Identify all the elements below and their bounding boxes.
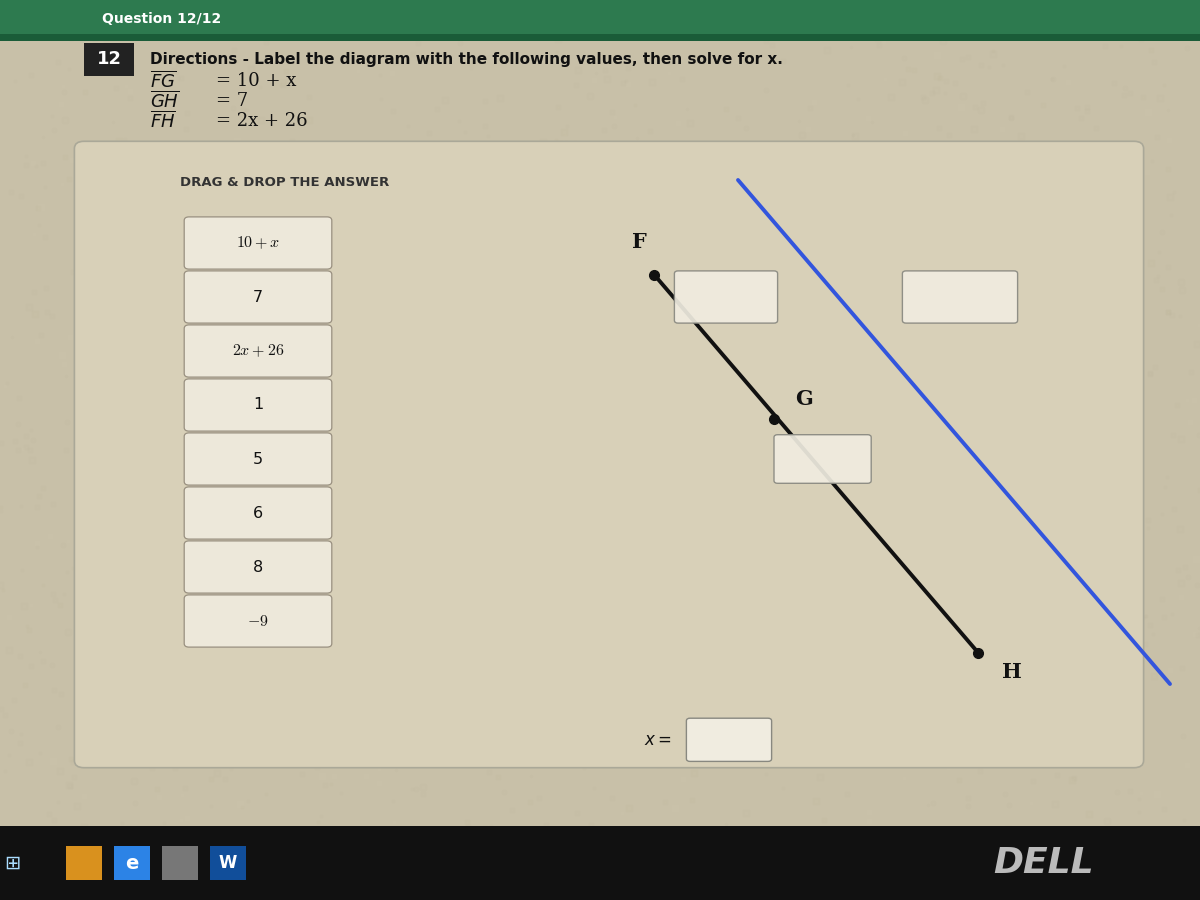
FancyBboxPatch shape xyxy=(185,325,331,377)
Text: 5: 5 xyxy=(253,452,263,466)
Text: Directions - Label the diagram with the following values, then solve for x.: Directions - Label the diagram with the … xyxy=(150,52,782,67)
FancyBboxPatch shape xyxy=(185,433,331,485)
FancyBboxPatch shape xyxy=(185,271,331,323)
Text: e: e xyxy=(125,853,139,873)
Text: = 2x + 26: = 2x + 26 xyxy=(216,112,307,130)
Text: 8: 8 xyxy=(253,560,263,574)
Bar xyxy=(0,0,1200,36)
FancyBboxPatch shape xyxy=(774,435,871,483)
FancyBboxPatch shape xyxy=(686,718,772,761)
Text: W: W xyxy=(218,854,238,872)
Text: = 10 + x: = 10 + x xyxy=(216,72,296,90)
Text: 6: 6 xyxy=(253,506,263,520)
Text: = 7: = 7 xyxy=(216,92,248,110)
Bar xyxy=(0,826,1200,900)
Bar xyxy=(162,846,198,880)
Text: F: F xyxy=(632,232,647,252)
Text: $x =$: $x =$ xyxy=(644,731,672,749)
Text: $2x + 26$: $2x + 26$ xyxy=(232,343,284,359)
FancyBboxPatch shape xyxy=(674,271,778,323)
Text: 12: 12 xyxy=(97,50,121,68)
Text: DELL: DELL xyxy=(994,846,1094,880)
Text: 1: 1 xyxy=(253,398,263,412)
Text: DRAG & DROP THE ANSWER: DRAG & DROP THE ANSWER xyxy=(180,176,389,189)
Text: $-9$: $-9$ xyxy=(247,614,269,628)
FancyBboxPatch shape xyxy=(185,595,331,647)
FancyBboxPatch shape xyxy=(84,43,134,76)
Bar xyxy=(0,34,1200,40)
FancyBboxPatch shape xyxy=(902,271,1018,323)
Bar xyxy=(210,846,246,880)
Text: 7: 7 xyxy=(253,290,263,304)
FancyBboxPatch shape xyxy=(185,379,331,431)
Bar xyxy=(114,846,150,880)
Text: $\overline{\mathit{FG}}$: $\overline{\mathit{FG}}$ xyxy=(150,70,176,92)
Text: $10 + x$: $10 + x$ xyxy=(235,235,281,251)
FancyBboxPatch shape xyxy=(185,487,331,539)
FancyBboxPatch shape xyxy=(185,217,331,269)
FancyBboxPatch shape xyxy=(185,541,331,593)
Bar xyxy=(66,846,102,880)
Text: Question 12/12: Question 12/12 xyxy=(102,12,221,26)
Text: G: G xyxy=(796,390,814,410)
Text: ⊞: ⊞ xyxy=(4,853,20,873)
FancyBboxPatch shape xyxy=(74,141,1144,768)
Text: $\overline{\mathit{GH}}$: $\overline{\mathit{GH}}$ xyxy=(150,90,180,112)
Text: H: H xyxy=(1002,662,1022,681)
Text: $\overline{\mathit{FH}}$: $\overline{\mathit{FH}}$ xyxy=(150,110,176,131)
